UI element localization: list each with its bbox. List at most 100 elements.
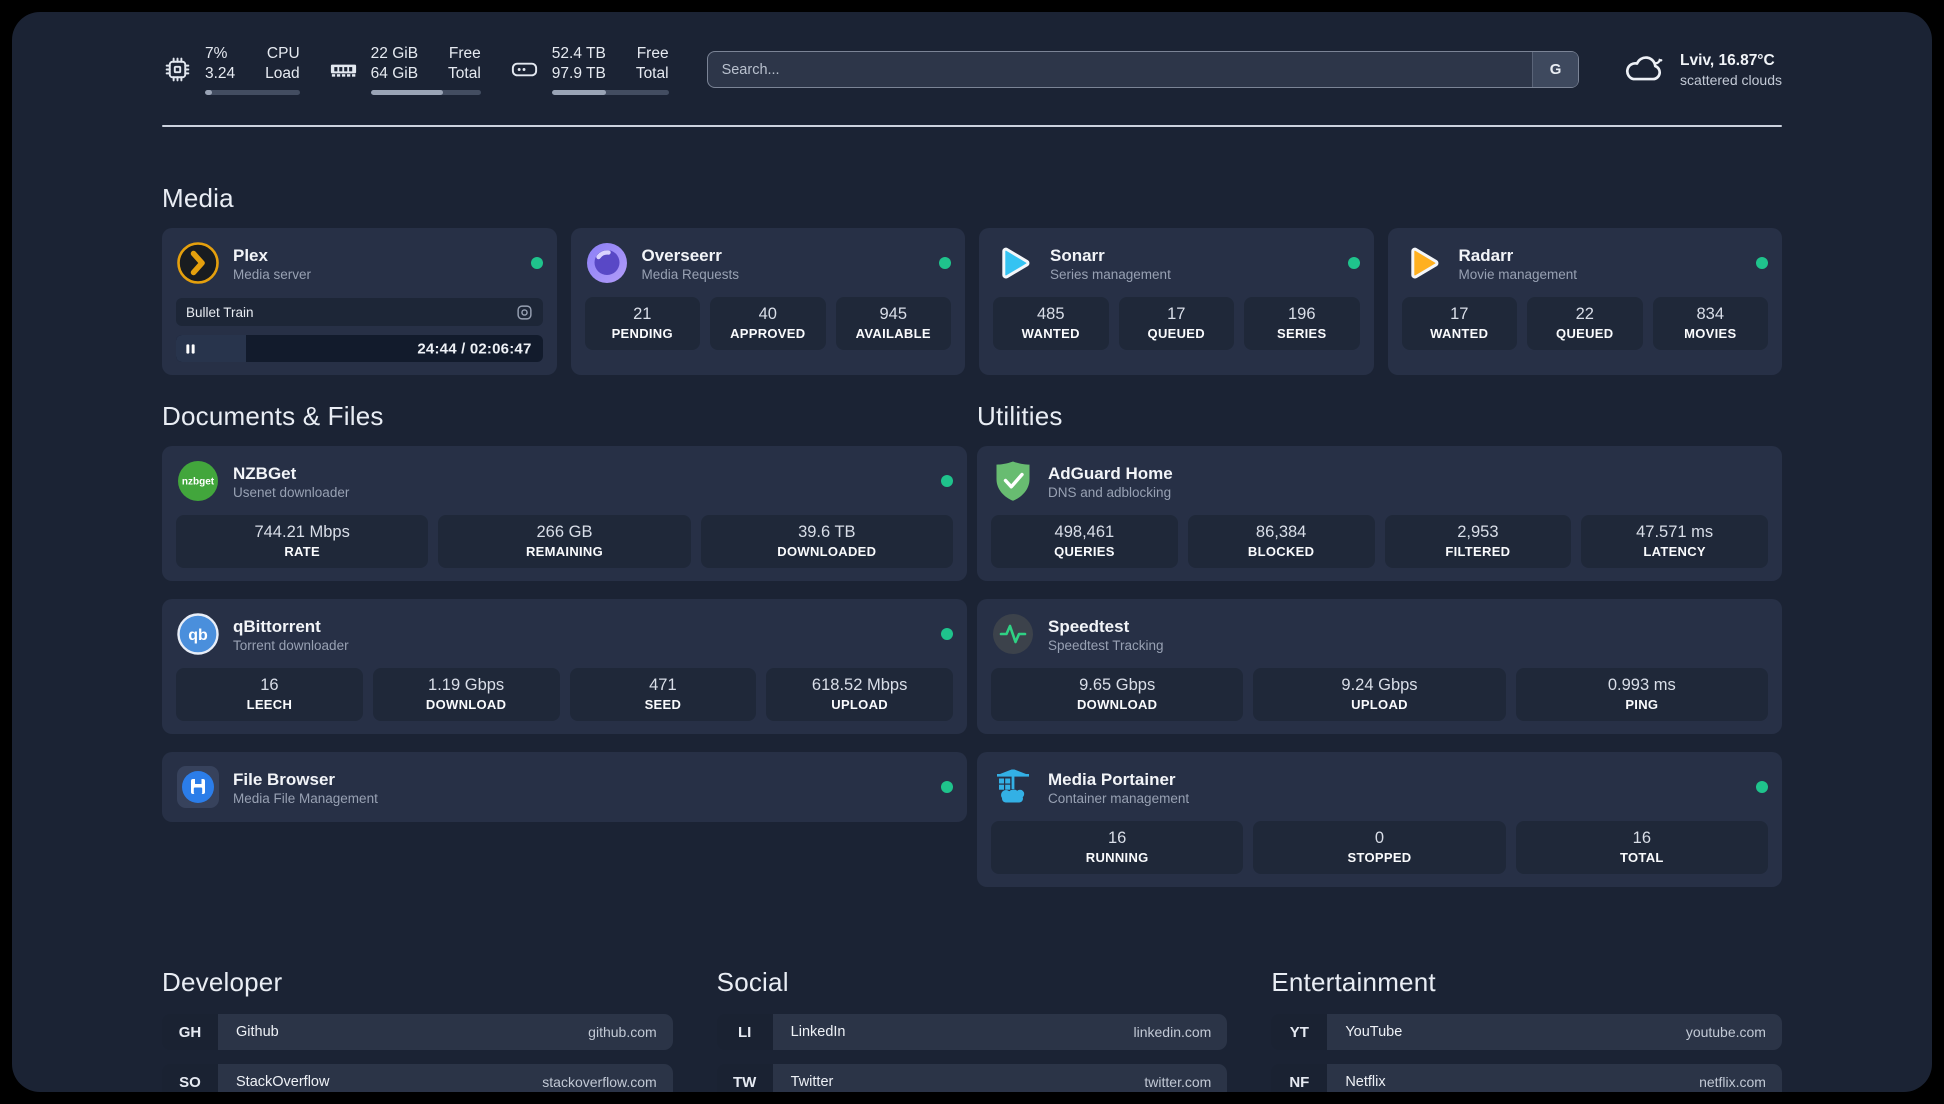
settings-icon[interactable] <box>516 304 533 321</box>
stat-value: 945 <box>879 305 908 324</box>
link-name: Github <box>236 1024 279 1041</box>
filebrowser-icon <box>176 765 220 809</box>
app-description: Media File Management <box>233 790 378 806</box>
stat-label: RUNNING <box>1085 850 1149 866</box>
memory-stat-group: 22 GiB 64 GiB Free Total <box>328 44 481 96</box>
stat-tile: 21 PENDING <box>584 297 700 351</box>
link-netflix[interactable]: NF Netflix netflix.com <box>1271 1064 1782 1092</box>
stat-label: RATE <box>284 544 320 560</box>
stat-value: 266 GB <box>536 523 593 542</box>
stat-label: LEECH <box>246 697 293 713</box>
stat-tile: 47.571 ms LATENCY <box>1581 515 1768 569</box>
adguard-card[interactable]: AdGuard Home DNS and adblocking 498,461 … <box>977 446 1782 582</box>
status-dot <box>1347 257 1360 270</box>
link-name: LinkedIn <box>790 1024 846 1041</box>
playback-progress-bar[interactable]: 24:44 / 02:06:47 <box>176 335 543 363</box>
link-youtube[interactable]: YT YouTube youtube.com <box>1271 1014 1782 1051</box>
app-description: Media Requests <box>641 266 740 282</box>
stat-tile: 2,953 FILTERED <box>1384 515 1572 569</box>
stat-tile: 1.19 Gbps DOWNLOAD <box>372 668 560 722</box>
stat-value: 498,461 <box>1054 523 1115 542</box>
stat-label: DOWNLOAD <box>425 697 507 713</box>
entertainment-section-title: Entertainment <box>1271 967 1436 998</box>
pause-icon <box>185 343 196 354</box>
hard-drive-icon <box>509 54 540 85</box>
stat-tile: 9.24 Gbps UPLOAD <box>1253 668 1506 722</box>
nzbget-card[interactable]: nzbget NZBGet Usenet downloader 744.21 M… <box>162 446 967 582</box>
link-stackoverflow[interactable]: SO StackOverflow stackoverflow.com <box>162 1064 673 1092</box>
stat-tile: 471 SEED <box>569 668 757 722</box>
stat-label: APPROVED <box>730 326 806 342</box>
link-name: StackOverflow <box>236 1074 330 1091</box>
stat-value: 16 <box>1632 829 1651 848</box>
app-name: Sonarr <box>1050 245 1105 265</box>
disk-free-label: Free <box>636 45 669 62</box>
memory-usage-bar <box>370 90 481 96</box>
app-description: Torrent downloader <box>233 637 349 653</box>
stat-tile: 22 QUEUED <box>1527 297 1643 351</box>
app-name: Radarr <box>1458 245 1514 265</box>
app-description: Speedtest Tracking <box>1048 637 1164 653</box>
app-name: Media Portainer <box>1048 769 1176 789</box>
stat-label: QUERIES <box>1054 544 1115 560</box>
stat-label: WANTED <box>1430 326 1489 342</box>
stat-value: 834 <box>1696 305 1725 324</box>
link-github[interactable]: GH Github github.com <box>162 1014 673 1051</box>
stat-value: 39.6 TB <box>798 523 856 542</box>
weather-widget: Lviv, 16.87°C scattered clouds <box>1621 51 1782 88</box>
stat-label: SERIES <box>1277 326 1327 342</box>
cpu-chip-icon <box>162 54 193 85</box>
link-badge: GH <box>162 1014 218 1051</box>
stat-tile: 0.993 ms PING <box>1515 668 1768 722</box>
link-twitter[interactable]: TW Twitter twitter.com <box>716 1064 1228 1092</box>
stat-tile: 498,461 QUERIES <box>991 515 1178 569</box>
weather-condition: scattered clouds <box>1680 72 1782 89</box>
cpu-usage-bar-fill <box>205 90 212 96</box>
radarr-card[interactable]: Radarr Movie management 17 WANTED 22 QUE… <box>1387 228 1782 376</box>
radarr-icon <box>1402 241 1446 285</box>
status-dot <box>939 257 951 270</box>
portainer-card[interactable]: Media Portainer Container management 16 … <box>977 752 1782 888</box>
qbittorrent-card[interactable]: qb qBittorrent Torrent downloader 16 LEE… <box>162 599 967 735</box>
stat-value: 0.993 ms <box>1607 676 1676 695</box>
disk-free-value: 52.4 TB <box>551 45 606 62</box>
plex-card[interactable]: Plex Media server Bullet Train <box>162 228 557 376</box>
stat-tile: 196 SERIES <box>1244 297 1360 351</box>
link-name: YouTube <box>1345 1024 1403 1041</box>
stat-value: 9.65 Gbps <box>1079 676 1156 695</box>
cpu-load-value: 3.24 <box>205 65 236 83</box>
cpu-load-label: Load <box>265 65 300 83</box>
speedtest-card[interactable]: Speedtest Speedtest Tracking 9.65 Gbps D… <box>977 599 1782 735</box>
stat-value: 9.24 Gbps <box>1341 676 1418 695</box>
link-url: github.com <box>588 1024 657 1041</box>
sonarr-card[interactable]: Sonarr Series management 485 WANTED 17 Q… <box>979 228 1374 376</box>
stat-value: 2,953 <box>1457 523 1499 542</box>
link-url: twitter.com <box>1144 1074 1212 1091</box>
stat-tile: 744.21 Mbps RATE <box>176 515 429 569</box>
link-linkedin[interactable]: LI LinkedIn linkedin.com <box>716 1014 1228 1051</box>
disk-usage-bar <box>551 90 669 96</box>
status-dot <box>941 475 953 488</box>
link-badge: TW <box>716 1064 773 1092</box>
top-bar: 7% 3.24 CPU Load <box>12 12 1932 96</box>
stat-tile: 485 WANTED <box>993 297 1109 351</box>
stat-label: QUEUED <box>1147 326 1205 342</box>
stat-value: 86,384 <box>1255 523 1307 542</box>
stat-label: FILTERED <box>1445 544 1511 560</box>
app-description: Series management <box>1050 266 1171 282</box>
search-provider-button[interactable]: G <box>1532 52 1579 88</box>
stat-label: PING <box>1625 697 1659 713</box>
app-description: Movie management <box>1458 266 1578 282</box>
stat-value: 471 <box>649 676 677 695</box>
stat-tile: 17 QUEUED <box>1118 297 1234 351</box>
cloud-icon <box>1621 53 1667 86</box>
overseerr-card[interactable]: Overseerr Media Requests 21 PENDING 40 A… <box>570 228 965 376</box>
stat-value: 21 <box>633 305 652 324</box>
memory-total-label: Total <box>448 65 481 83</box>
filebrowser-card[interactable]: File Browser Media File Management <box>162 752 967 823</box>
search-bar[interactable]: G <box>706 51 1580 89</box>
stat-label: DOWNLOADED <box>777 544 877 560</box>
stat-tile: 945 AVAILABLE <box>835 297 951 351</box>
app-name: NZBGet <box>233 463 297 483</box>
search-input[interactable] <box>707 52 1579 88</box>
